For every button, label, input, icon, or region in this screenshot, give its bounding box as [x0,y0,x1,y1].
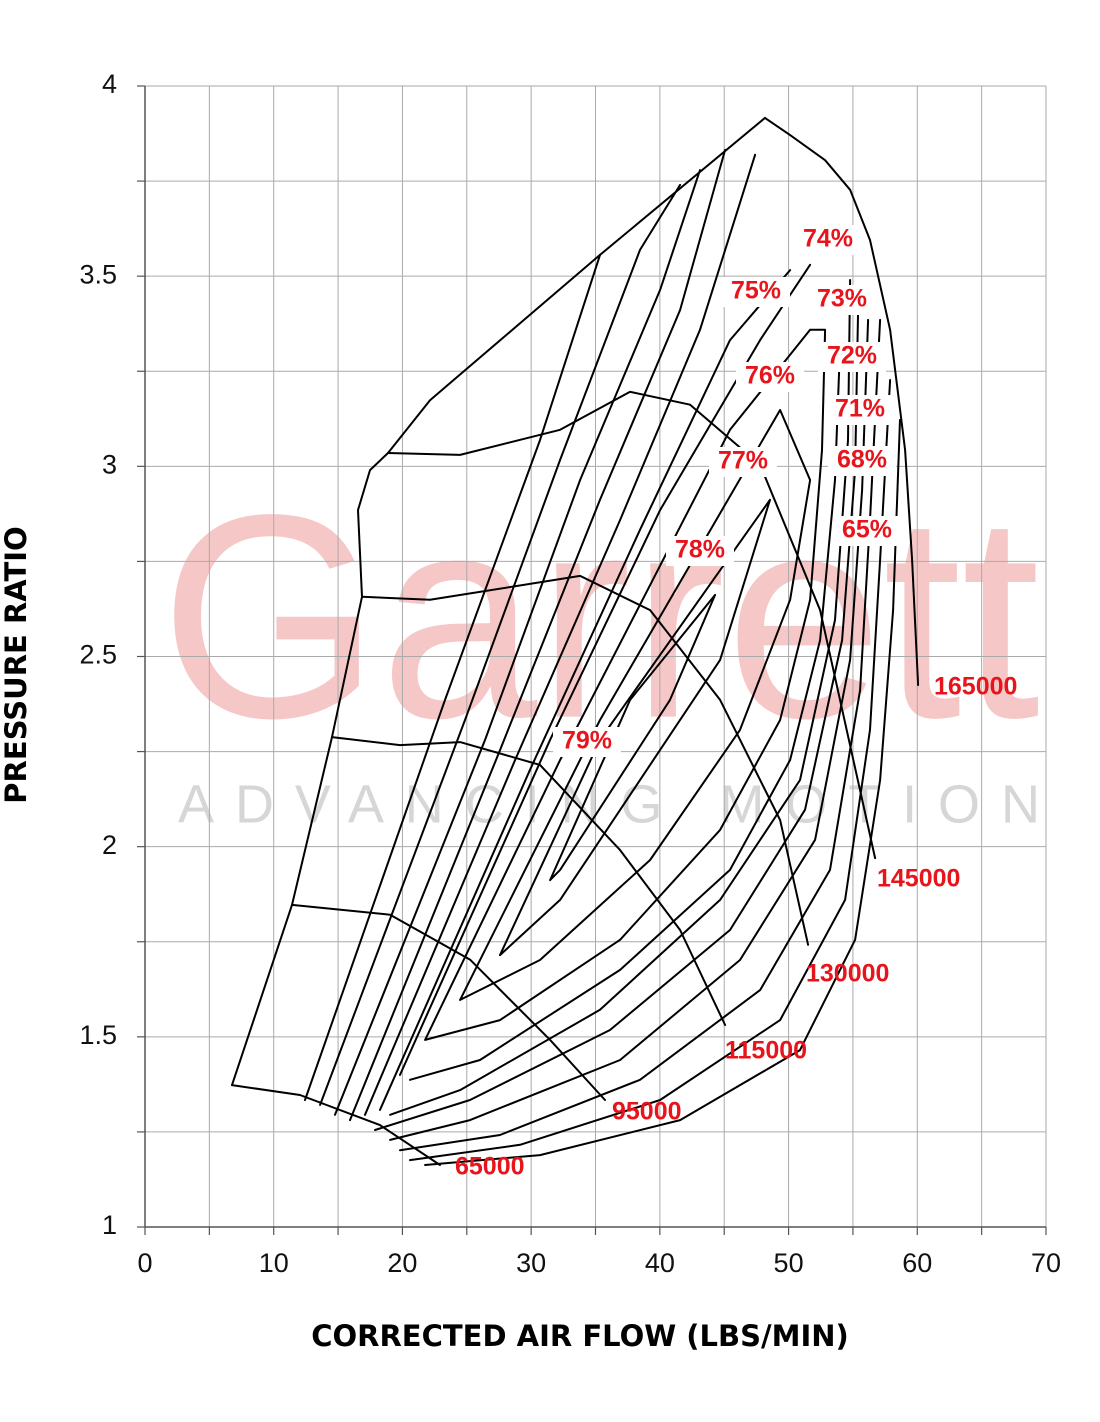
x-tick-label: 20 [387,1248,417,1278]
label-background [709,447,777,477]
label-background [833,516,901,546]
surge-line [231,116,766,1087]
speed-label: 130000 [806,960,889,988]
label-background [722,277,790,307]
y-tick-label: 1 [102,1210,117,1240]
label-background [808,285,876,315]
y-tick-label: 4 [102,69,117,99]
efficiency-label: 76% [745,362,795,390]
label-background [828,446,896,476]
y-tick-label: 3.5 [79,259,117,289]
efficiency-label: 75% [731,277,781,305]
curves [231,116,920,1166]
speed-label: 95000 [612,1098,682,1126]
label-background [736,362,804,392]
efficiency-label: 77% [718,447,768,475]
speed-line [387,390,877,860]
x-tick-label: 50 [774,1248,804,1278]
efficiency-island [399,263,842,1081]
efficiency-island [319,183,892,1162]
speed-line [361,574,810,946]
speed-label: 145000 [877,865,960,893]
efficiency-label: 78% [675,536,725,564]
efficiency-label: 79% [562,727,612,755]
efficiency-island [364,153,860,1131]
labels: 65000 95000 115000 130000 145000 165000 79% 78%… [455,225,1017,1181]
efficiency-island [334,169,882,1152]
speed-label: 65000 [455,1153,525,1181]
speed-label: 165000 [934,673,1017,701]
speed-line [764,116,920,686]
efficiency-label: 74% [803,225,853,253]
x-tick-label: 60 [902,1248,932,1278]
y-tick-label: 2 [102,830,117,860]
efficiency-island [459,409,812,1001]
y-tick-label: 3 [102,449,117,479]
efficiency-label: 65% [842,516,892,544]
efficiency-label: 72% [827,342,877,370]
efficiency-island [499,498,771,957]
efficiency-label: 71% [835,395,885,423]
x-tick-label: 70 [1031,1248,1061,1278]
label-background [794,225,862,255]
x-tick-label: 10 [259,1248,289,1278]
label-background [553,727,621,757]
y-tick-label: 1.5 [79,1020,117,1050]
speed-line [231,1084,441,1166]
efficiency-label: 73% [817,285,867,313]
x-tick-label: 30 [516,1248,546,1278]
efficiency-island [424,328,827,1041]
label-background [826,395,894,425]
y-tick-label: 2.5 [79,640,117,670]
speed-line [331,736,727,1026]
y-axis-title: PRESSURE RATIO [0,526,33,803]
x-axis-title: CORRECTED AIR FLOW (LBS/MIN) [311,1319,849,1353]
x-tick-label: 0 [137,1248,152,1278]
speed-line [291,903,606,1101]
speed-label: 115000 [725,1037,807,1065]
label-background [666,536,734,566]
efficiency-label: 68% [837,446,887,474]
efficiency-island [304,253,901,1166]
label-background [818,342,886,372]
x-tick-label: 40 [645,1248,675,1278]
